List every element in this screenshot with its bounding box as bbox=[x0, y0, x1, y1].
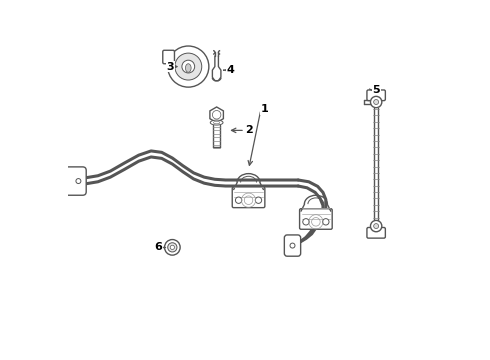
Circle shape bbox=[175, 53, 202, 80]
FancyBboxPatch shape bbox=[284, 235, 301, 256]
Circle shape bbox=[168, 46, 209, 87]
Circle shape bbox=[170, 245, 174, 249]
Circle shape bbox=[370, 96, 382, 108]
Circle shape bbox=[290, 243, 295, 248]
Text: 5: 5 bbox=[372, 85, 380, 95]
Circle shape bbox=[235, 197, 242, 203]
Circle shape bbox=[165, 239, 180, 255]
Circle shape bbox=[374, 224, 379, 229]
FancyBboxPatch shape bbox=[232, 187, 265, 208]
FancyBboxPatch shape bbox=[65, 167, 86, 195]
Circle shape bbox=[374, 100, 379, 104]
Circle shape bbox=[322, 219, 329, 225]
Ellipse shape bbox=[185, 64, 191, 72]
Ellipse shape bbox=[214, 121, 220, 124]
Circle shape bbox=[370, 220, 382, 232]
FancyBboxPatch shape bbox=[299, 209, 332, 229]
Text: 3: 3 bbox=[167, 62, 174, 72]
Text: 6: 6 bbox=[154, 242, 162, 252]
FancyBboxPatch shape bbox=[367, 90, 385, 100]
Circle shape bbox=[255, 197, 262, 203]
Circle shape bbox=[182, 60, 195, 73]
Circle shape bbox=[303, 219, 309, 225]
FancyBboxPatch shape bbox=[163, 50, 174, 64]
Circle shape bbox=[168, 243, 177, 252]
FancyBboxPatch shape bbox=[367, 228, 385, 238]
Text: 4: 4 bbox=[226, 65, 234, 75]
Circle shape bbox=[76, 179, 81, 184]
Circle shape bbox=[212, 111, 221, 119]
Circle shape bbox=[157, 246, 160, 249]
Text: 2: 2 bbox=[245, 125, 252, 135]
Text: 1: 1 bbox=[261, 104, 269, 114]
Ellipse shape bbox=[210, 120, 223, 125]
